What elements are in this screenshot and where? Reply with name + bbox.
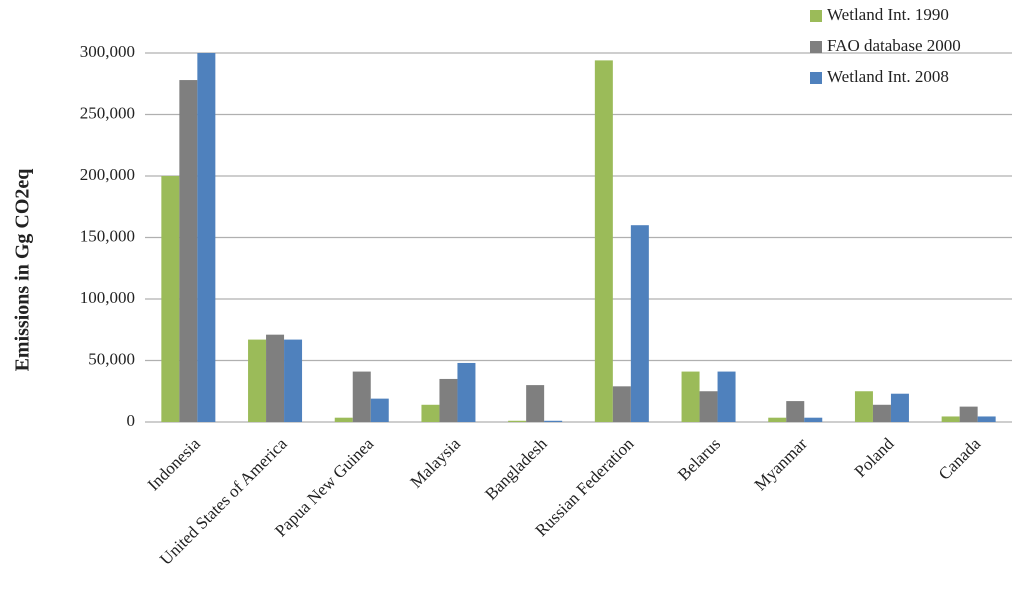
bar [352, 371, 371, 422]
legend-swatch [810, 72, 822, 84]
bar [266, 334, 285, 422]
bar [197, 53, 216, 422]
bar [370, 398, 389, 422]
y-tick-label: 100,000 [80, 288, 135, 307]
bar [612, 386, 631, 422]
bar [699, 391, 718, 422]
legend-label: FAO database 2000 [827, 36, 961, 55]
y-tick-label: 150,000 [80, 226, 135, 245]
bar [786, 401, 805, 422]
x-tick-label: Bangladesh [481, 434, 551, 504]
bar [890, 393, 909, 422]
y-tick-label: 0 [127, 411, 136, 430]
bar [161, 176, 180, 422]
bar [768, 417, 787, 422]
bar [804, 417, 823, 422]
y-tick-label: 300,000 [80, 42, 135, 61]
bar [334, 417, 353, 422]
bar [854, 391, 873, 422]
bar [681, 371, 700, 422]
bar [872, 404, 891, 422]
x-tick-label: Malaysia [407, 434, 465, 492]
legend-swatch [810, 10, 822, 22]
y-tick-label: 200,000 [80, 165, 135, 184]
bar [439, 378, 458, 422]
x-tick-label: Myanmar [751, 434, 811, 494]
y-tick-label: 250,000 [80, 103, 135, 122]
x-tick-label: Indonesia [144, 434, 204, 494]
y-axis-label: Emissions in Gg CO2eq [12, 169, 34, 372]
bar [508, 420, 527, 422]
bar [594, 60, 613, 422]
bar [284, 339, 303, 422]
bar [526, 385, 545, 422]
bar [959, 406, 978, 422]
x-tick-label: Belarus [674, 434, 724, 484]
y-tick-label: 50,000 [88, 349, 135, 368]
legend-label: Wetland Int. 1990 [827, 5, 949, 24]
bar [630, 225, 649, 422]
bar [179, 80, 198, 422]
x-tick-label: Canada [935, 434, 985, 484]
x-tick-label: Poland [851, 434, 898, 481]
bar [421, 404, 440, 422]
bar [977, 416, 996, 422]
bar [717, 371, 736, 422]
bar [457, 362, 476, 422]
legend-swatch [810, 41, 822, 53]
bar [941, 416, 960, 422]
legend-label: Wetland Int. 2008 [827, 67, 949, 86]
bar [544, 420, 563, 422]
bar [248, 339, 267, 422]
